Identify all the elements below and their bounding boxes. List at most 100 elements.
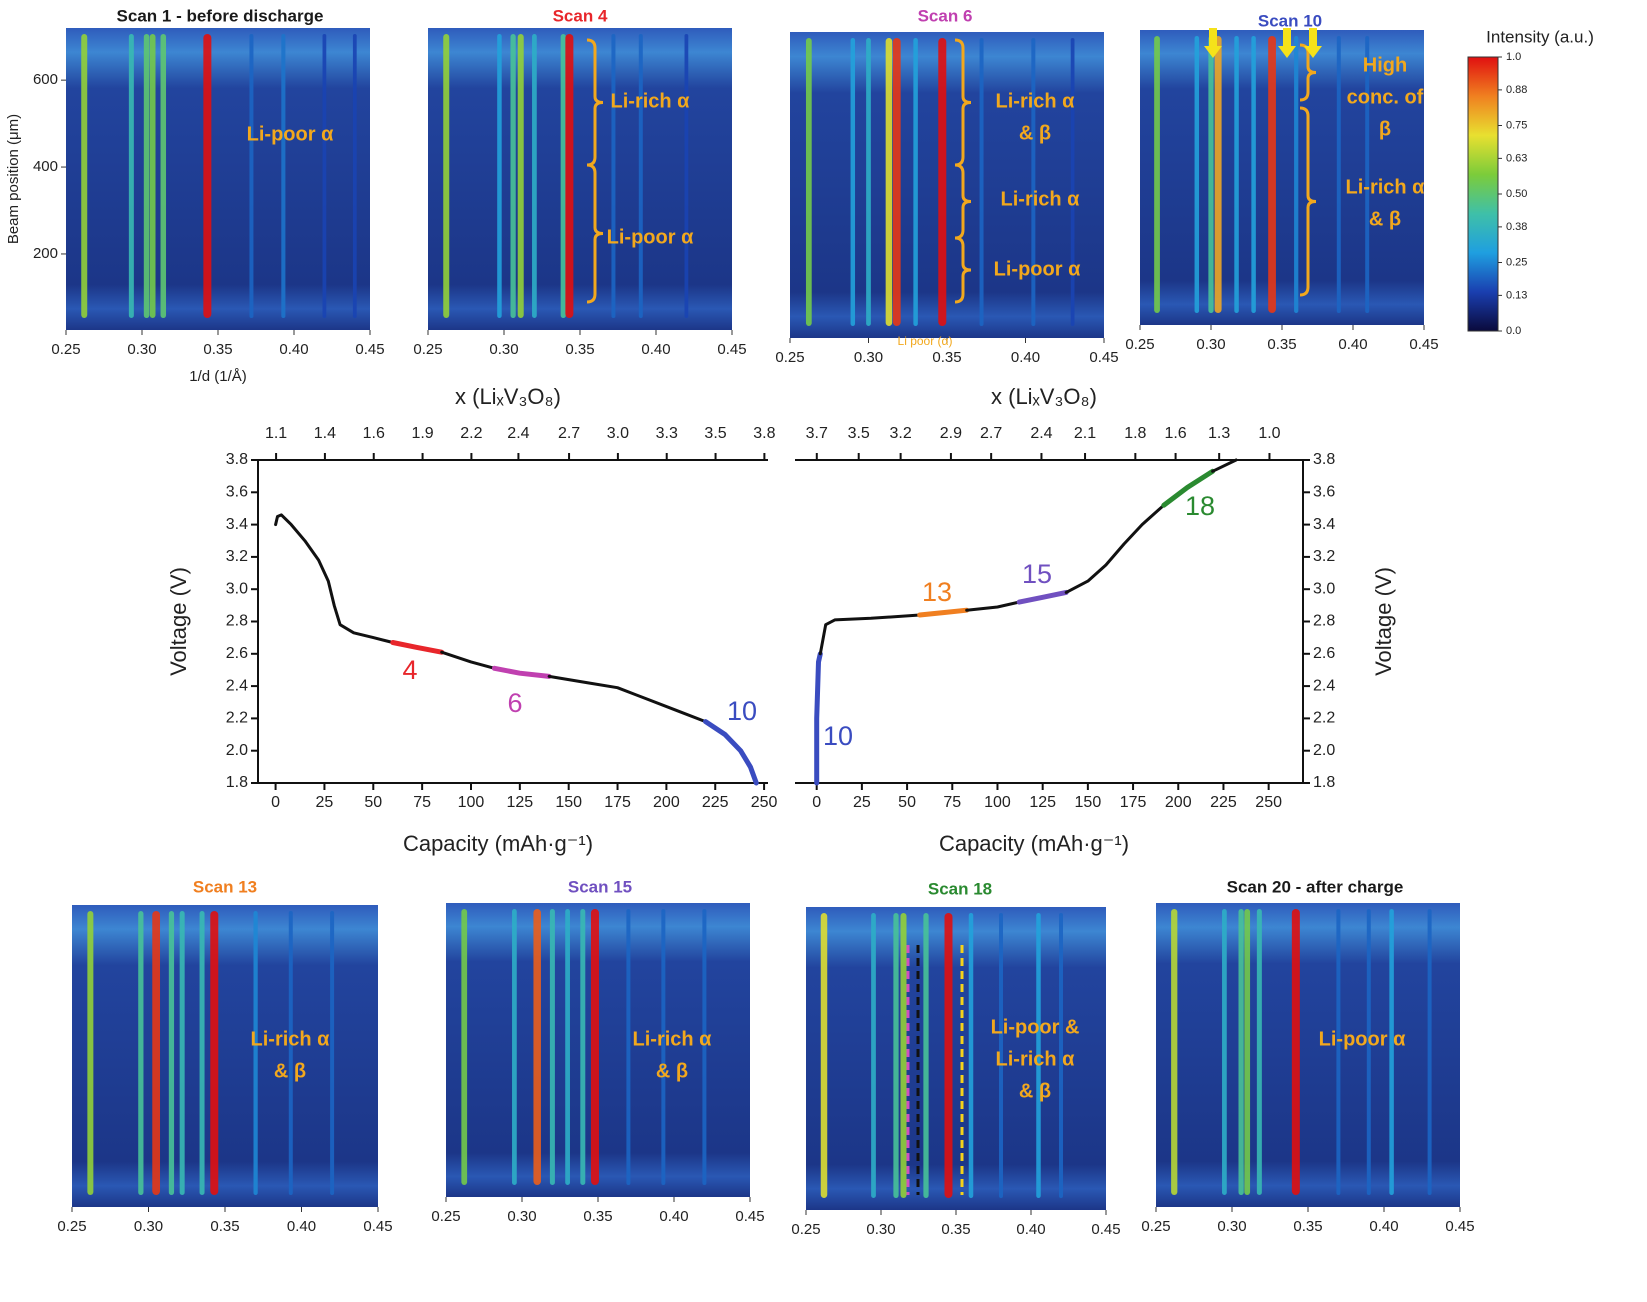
intensity-streak	[143, 34, 150, 318]
x2-tick-label: 3.5	[848, 425, 870, 442]
segment-label: 15	[1022, 559, 1052, 589]
intensity-streak	[900, 913, 907, 1198]
y-tick-label: 3.4	[1313, 516, 1335, 533]
intensity-streak	[1222, 909, 1227, 1195]
x-tick-label: 0.45	[717, 341, 746, 358]
x-tick-label: 0.30	[866, 1221, 895, 1238]
x2-tick-label: 2.4	[507, 425, 529, 442]
brace	[586, 38, 604, 167]
y-tick-label: 1.8	[1313, 774, 1335, 791]
x2-tick-label: 1.8	[1124, 425, 1146, 442]
y-tick-label: 2.2	[1313, 710, 1335, 727]
heatmap-background	[1140, 30, 1424, 325]
x2-tick-label: 2.4	[1030, 425, 1052, 442]
intensity-streak	[1251, 36, 1256, 313]
x-tick-label: 0.35	[1293, 1218, 1322, 1235]
intensity-streak	[885, 38, 893, 326]
intensity-streak	[580, 909, 586, 1185]
x-tick-label: 0.25	[775, 349, 804, 366]
intensity-streak	[87, 911, 94, 1195]
annotation: Li-rich α	[1346, 176, 1426, 198]
segment-label: 13	[922, 577, 952, 607]
intensity-streak	[179, 911, 185, 1195]
intensity-streak	[281, 34, 286, 318]
y-tick-label: 2.4	[226, 677, 248, 694]
y-tick-label: 200	[33, 245, 58, 262]
x-tick-label: 0.30	[127, 341, 156, 358]
intensity-streak	[892, 38, 901, 326]
arrow	[1278, 28, 1296, 58]
panel-title: Scan 4	[553, 6, 608, 25]
brace	[954, 163, 972, 240]
panel-title: Scan 18	[928, 879, 992, 898]
intensity-streak	[560, 34, 566, 318]
x-tick-label: 125	[1029, 794, 1056, 811]
intensity-streak	[517, 34, 524, 318]
x-tick-label: 0.45	[363, 1218, 392, 1235]
intensity-streak	[322, 34, 327, 318]
intensity-streak	[1256, 909, 1262, 1195]
annotation: conc. of	[1347, 86, 1424, 108]
intensity-streak	[626, 909, 631, 1185]
intensity-streak	[1365, 36, 1370, 313]
x-tick-label: 0.40	[641, 341, 670, 358]
x-tick-label: 200	[653, 794, 680, 811]
x-tick-label: 0.45	[1091, 1221, 1120, 1238]
x-tick-label: 0.35	[1267, 336, 1296, 353]
y-tick-label: 3.6	[226, 484, 248, 501]
x-tick-label: 0	[271, 794, 280, 811]
colorbar-tick-label: 1.0	[1506, 51, 1521, 63]
segment-label: 6	[507, 688, 522, 718]
x-tick-label: 0.30	[1196, 336, 1225, 353]
intensity-streak	[352, 34, 357, 318]
x-tick-label: 0.25	[57, 1218, 86, 1235]
x-tick-label: 0.25	[791, 1221, 820, 1238]
x-axis-label: 1/d (1/Å)	[189, 368, 247, 385]
x-tick-label: 50	[898, 794, 916, 811]
annotation: Li-poor α	[1319, 1028, 1406, 1050]
intensity-streak	[1268, 36, 1276, 313]
x-tick-label: 0.35	[565, 341, 594, 358]
y-tick-label: 2.4	[1313, 677, 1335, 694]
highlight-segment	[703, 719, 759, 786]
intensity-streak	[590, 909, 599, 1185]
intensity-streak	[1031, 38, 1036, 326]
x-tick-label: 0.45	[1445, 1218, 1474, 1235]
intensity-streak	[893, 913, 899, 1198]
heatmap-background	[66, 28, 370, 330]
voltage-curve	[440, 650, 496, 670]
intensity-streak	[684, 34, 689, 318]
x-tick-label: 0.30	[134, 1218, 163, 1235]
intensity-streak	[1208, 36, 1214, 313]
highlight-segment	[814, 651, 823, 786]
x-tick-label: 0.30	[489, 341, 518, 358]
voltage-curve	[1064, 503, 1166, 594]
intensity-streak	[1427, 909, 1432, 1195]
intensity-streak	[913, 38, 918, 326]
y-axis-label: Voltage (V)	[166, 567, 191, 676]
intensity-streak	[820, 913, 828, 1198]
x-tick-label: 75	[413, 794, 431, 811]
panel-title: Scan 10	[1258, 11, 1322, 30]
brace	[954, 38, 972, 167]
intensity-streak	[1154, 36, 1160, 313]
x-axis-label: Capacity (mAh·g⁻¹)	[939, 831, 1129, 856]
annotation: Li-poor α	[247, 123, 334, 145]
colorbar-tick-label: 0.63	[1506, 152, 1527, 164]
intensity-streak	[866, 38, 871, 326]
heatmap-background	[72, 905, 378, 1207]
intensity-streak	[532, 34, 537, 318]
intensity-streak	[968, 913, 974, 1198]
x-tick-label: 0.35	[932, 349, 961, 366]
annotation: Li-rich α	[611, 90, 691, 112]
x-tick-label: 0.35	[210, 1218, 239, 1235]
colorbar	[1467, 56, 1499, 332]
intensity-streak	[1214, 36, 1222, 313]
colorbar-tick-label: 0.25	[1506, 256, 1527, 268]
x-tick-label: 0.25	[1125, 336, 1154, 353]
voltage-curve	[818, 613, 922, 656]
intensity-streak	[549, 909, 555, 1185]
panel-title: Scan 6	[918, 6, 973, 25]
voltage-curve	[274, 513, 395, 644]
intensity-streak	[330, 911, 335, 1195]
